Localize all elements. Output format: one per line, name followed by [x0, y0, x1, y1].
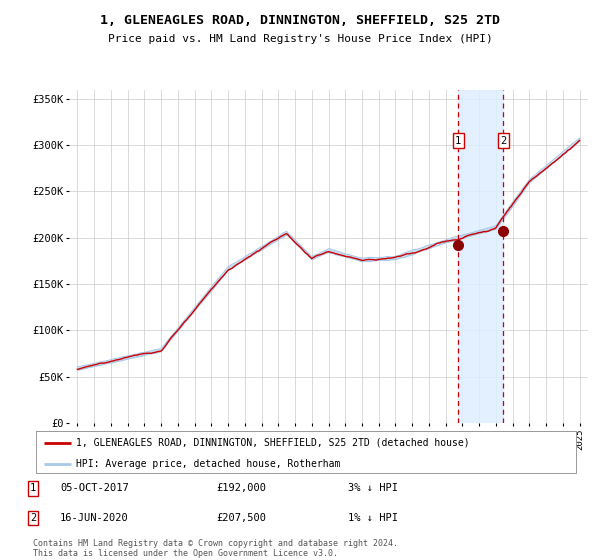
Text: Price paid vs. HM Land Registry's House Price Index (HPI): Price paid vs. HM Land Registry's House … [107, 34, 493, 44]
Text: £192,000: £192,000 [216, 483, 266, 493]
Text: 3% ↓ HPI: 3% ↓ HPI [348, 483, 398, 493]
Text: 2: 2 [500, 136, 506, 146]
Text: Contains HM Land Registry data © Crown copyright and database right 2024.
This d: Contains HM Land Registry data © Crown c… [33, 539, 398, 558]
Text: 1% ↓ HPI: 1% ↓ HPI [348, 513, 398, 523]
Bar [458, 90, 503, 423]
Text: 1, GLENEAGLES ROAD, DINNINGTON, SHEFFIELD, S25 2TD (detached house): 1, GLENEAGLES ROAD, DINNINGTON, SHEFFIEL… [77, 438, 470, 448]
Text: 05-OCT-2017: 05-OCT-2017 [60, 483, 129, 493]
Text: 1: 1 [455, 136, 461, 146]
Text: HPI: Average price, detached house, Rotherham: HPI: Average price, detached house, Roth… [77, 459, 341, 469]
Text: 16-JUN-2020: 16-JUN-2020 [60, 513, 129, 523]
Text: 2: 2 [30, 513, 36, 523]
Text: £207,500: £207,500 [216, 513, 266, 523]
Text: 1, GLENEAGLES ROAD, DINNINGTON, SHEFFIELD, S25 2TD: 1, GLENEAGLES ROAD, DINNINGTON, SHEFFIEL… [100, 14, 500, 27]
Text: 1: 1 [30, 483, 36, 493]
